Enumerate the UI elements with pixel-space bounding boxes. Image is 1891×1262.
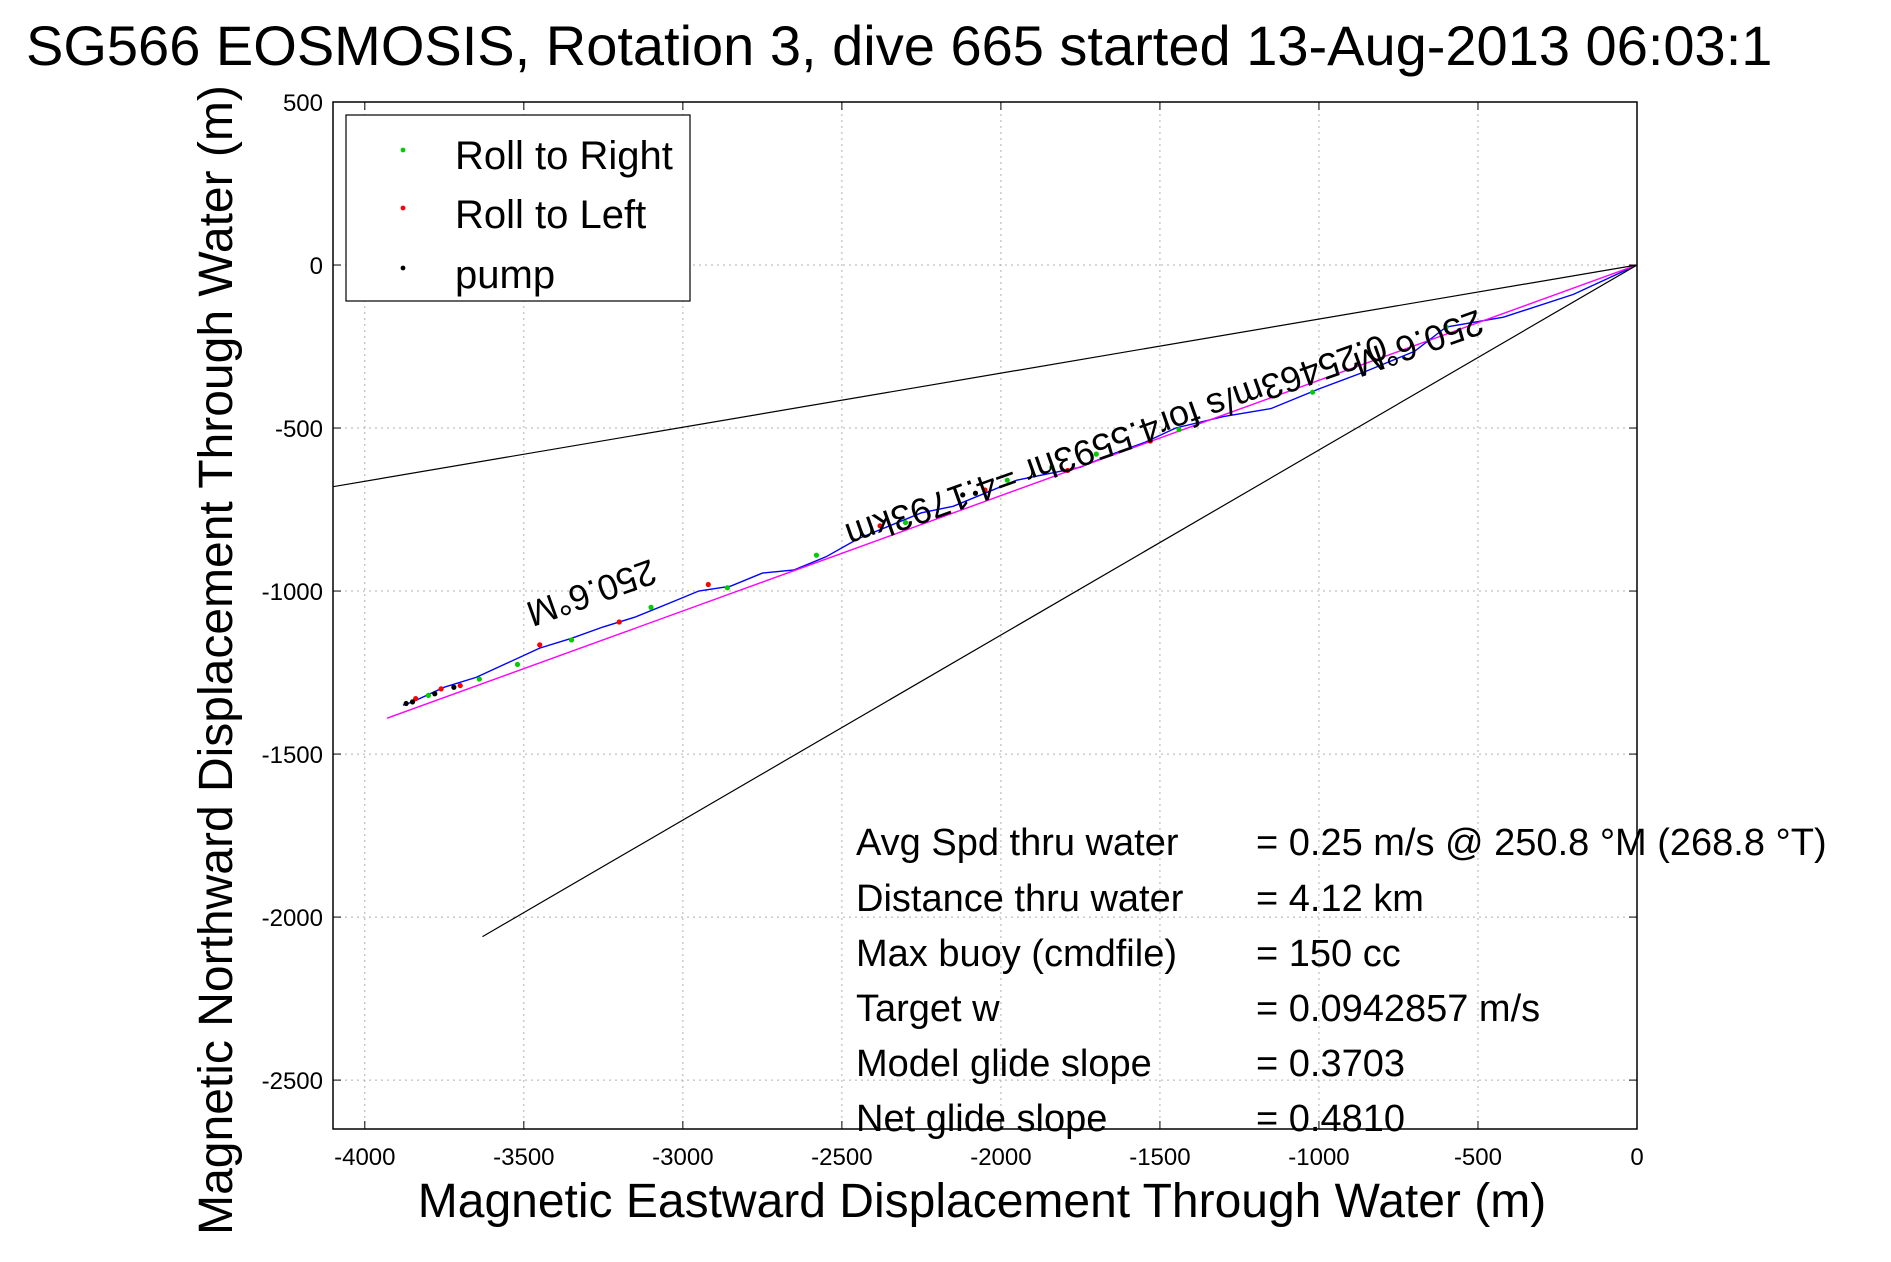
marker-roll-right bbox=[568, 637, 575, 643]
legend-label-roll-right: Roll to Right bbox=[455, 134, 673, 178]
marker-pump bbox=[403, 700, 409, 707]
summary-label-net-glide: Net glide slope bbox=[856, 1098, 1107, 1140]
marker-roll-left bbox=[1147, 438, 1153, 444]
plot-series bbox=[333, 264, 1637, 938]
marker-roll-right bbox=[724, 585, 730, 591]
x-tick-label: -1500 bbox=[1129, 1144, 1190, 1171]
marker-roll-right bbox=[813, 552, 820, 558]
marker-roll-right bbox=[1093, 451, 1099, 457]
plot-markers bbox=[403, 324, 1449, 707]
marker-roll-left bbox=[705, 581, 711, 588]
x-tick-label: -2000 bbox=[970, 1144, 1031, 1171]
series-track bbox=[402, 264, 1637, 706]
marker-roll-left bbox=[438, 686, 444, 692]
plot-area bbox=[332, 101, 1638, 1130]
x-tick-label: -1000 bbox=[1288, 1144, 1349, 1171]
marker-roll-right bbox=[648, 604, 654, 610]
marker-roll-right bbox=[425, 692, 432, 698]
y-tick-label: 500 bbox=[283, 90, 323, 117]
y-tick-label: -1500 bbox=[262, 742, 323, 769]
series-cone bbox=[333, 264, 1637, 938]
legend-label-pump: pump bbox=[455, 253, 555, 297]
y-tick-label: 0 bbox=[310, 253, 323, 280]
x-axis-label: Magnetic Eastward Displacement Through W… bbox=[418, 1175, 1546, 1228]
x-axis-ticks: -4000 -3500 -3000 -2500 -2000 -1500 -1000 -500 0 bbox=[334, 102, 1644, 1171]
y-axis-ticks: 500 0 -500 -1000 -1500 -2000 -2500 bbox=[262, 90, 1637, 1095]
summary-label-target-w: Target w bbox=[856, 988, 1000, 1030]
marker-roll-right bbox=[1176, 427, 1182, 433]
marker-roll-right bbox=[476, 676, 482, 682]
x-tick-label: -2500 bbox=[811, 1144, 872, 1171]
heading-annotation: 250.6°M bbox=[521, 551, 661, 635]
x-tick-label: -3000 bbox=[652, 1144, 713, 1171]
summary-value-net-glide: = 0.4810 bbox=[1256, 1098, 1405, 1140]
marker-pump bbox=[960, 492, 966, 498]
marker-roll-left bbox=[537, 642, 543, 648]
summary-label-distance: Distance thru water bbox=[856, 878, 1184, 920]
x-tick-label: -4000 bbox=[334, 1144, 395, 1171]
marker-roll-right bbox=[1004, 477, 1010, 483]
marker-roll-right bbox=[514, 661, 521, 668]
marker-pump bbox=[451, 684, 457, 690]
marker-roll-left bbox=[616, 619, 622, 625]
marker-pump bbox=[432, 691, 438, 697]
marker-roll-right bbox=[1309, 389, 1316, 395]
y-tick-label: -500 bbox=[275, 416, 323, 443]
summary-label-avg-speed: Avg Spd thru water bbox=[856, 822, 1179, 864]
marker-pump bbox=[409, 699, 416, 705]
marker-pump bbox=[972, 490, 979, 496]
series-heading-line bbox=[386, 264, 1637, 719]
summary-panel: Avg Spd thru water = 0.25 m/s @ 250.8 °M… bbox=[856, 822, 1827, 1140]
x-tick-label: -500 bbox=[1454, 1144, 1502, 1171]
legend-marker-roll-left bbox=[400, 205, 406, 211]
legend: Roll to Right Roll to Left pump bbox=[345, 114, 691, 302]
chart-title: SG566 EOSMOSIS, Rotation 3, dive 665 sta… bbox=[26, 14, 1772, 77]
y-tick-label: -1000 bbox=[262, 579, 323, 606]
marker-roll-right bbox=[1049, 464, 1055, 470]
y-tick-label: -2000 bbox=[262, 905, 323, 932]
marker-roll-right bbox=[1443, 324, 1449, 330]
x-tick-label: 0 bbox=[1630, 1144, 1643, 1171]
x-tick-label: -3500 bbox=[493, 1144, 554, 1171]
legend-marker-pump bbox=[400, 265, 406, 271]
marker-roll-left bbox=[982, 487, 988, 493]
summary-value-model-glide: = 0.3703 bbox=[1256, 1043, 1405, 1085]
summary-value-max-buoy: = 150 cc bbox=[1256, 933, 1401, 975]
marker-roll-left bbox=[1065, 467, 1071, 474]
y-tick-label: -2500 bbox=[262, 1068, 323, 1095]
marker-roll-left bbox=[877, 523, 883, 529]
marker-roll-right bbox=[902, 519, 909, 526]
heading-annotation: 0.25463m/s for4.5593hr =4.1793km bbox=[840, 326, 1392, 556]
marker-roll-left bbox=[413, 696, 419, 702]
summary-value-avg-speed: = 0.25 m/s @ 250.8 °M (268.8 °T) bbox=[1256, 822, 1827, 864]
summary-label-model-glide: Model glide slope bbox=[856, 1043, 1152, 1085]
legend-label-roll-left: Roll to Left bbox=[455, 193, 646, 237]
summary-value-distance: = 4.12 km bbox=[1256, 878, 1424, 920]
legend-marker-roll-right bbox=[400, 147, 406, 153]
summary-value-target-w: = 0.0942857 m/s bbox=[1256, 988, 1540, 1030]
y-axis-label: Magnetic Northward Displacement Through … bbox=[190, 85, 243, 1235]
summary-label-max-buoy: Max buoy (cmdfile) bbox=[856, 933, 1177, 975]
marker-roll-left bbox=[457, 682, 463, 689]
